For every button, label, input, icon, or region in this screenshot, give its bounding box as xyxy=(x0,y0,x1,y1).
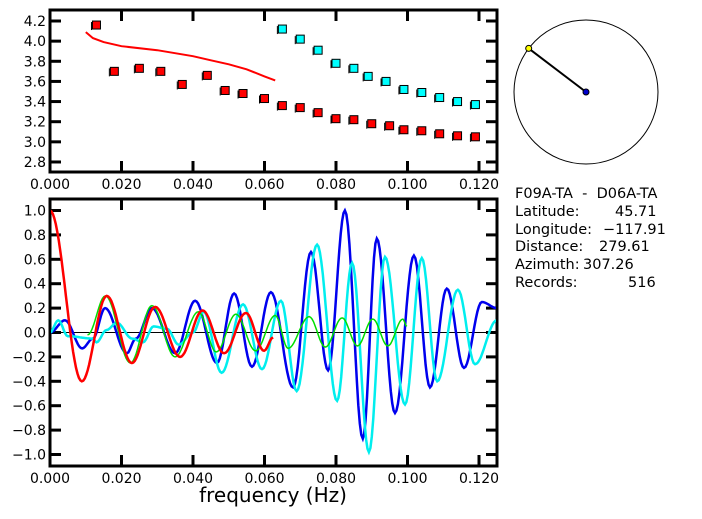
red-measurements-point xyxy=(109,66,119,76)
y-tick-label: 0.0 xyxy=(24,326,46,342)
map-circle xyxy=(513,19,659,165)
red-measurements-point xyxy=(220,85,230,95)
red-model-curve xyxy=(85,31,276,82)
azimuth-label: Azimuth: xyxy=(515,257,580,273)
latitude-value: 45.71 xyxy=(615,204,657,220)
x-tick-label: 0.120 xyxy=(459,177,499,193)
records-label: Records: xyxy=(515,275,578,291)
y-tick-label: 0.8 xyxy=(24,228,46,244)
y-tick-label: 3.4 xyxy=(24,95,46,111)
station-title: F09A-TA - D06A-TA xyxy=(515,186,658,202)
cyan-measurements-point xyxy=(313,45,323,55)
red-measurements-point xyxy=(385,121,395,131)
latitude-label: Latitude: xyxy=(515,204,580,220)
x-tick-label: 0.020 xyxy=(101,177,141,193)
x-tick-label: 0.000 xyxy=(30,471,70,487)
cyan-measurements-point xyxy=(363,71,373,81)
green-series xyxy=(87,295,408,364)
cyan-measurements-point xyxy=(470,100,480,110)
cyan-measurements-point xyxy=(417,87,427,97)
x-tick-label: 0.100 xyxy=(387,177,427,193)
cyan-measurements-point xyxy=(295,34,305,44)
y-tick-label: 2.8 xyxy=(24,155,46,171)
red-measurements-point xyxy=(435,129,445,139)
x-tick-label: 0.080 xyxy=(316,177,356,193)
cyan-measurements-point xyxy=(399,84,409,94)
red-measurements-point xyxy=(277,101,287,111)
x-tick-label: 0.100 xyxy=(387,471,427,487)
records-value: 516 xyxy=(628,275,656,291)
y-tick-label: −0.8 xyxy=(12,423,46,439)
correlation-plot: 0.000 0.020 0.040 0.060 0.080 0.100 0.120 1.0 0.… xyxy=(12,197,499,487)
station-marker xyxy=(525,44,533,52)
path-line xyxy=(528,47,587,93)
center-marker xyxy=(582,88,590,96)
red-measurements-point xyxy=(202,70,212,80)
cyan-measurements-point xyxy=(277,24,287,34)
cyan-measurements-point xyxy=(349,63,359,73)
cyan-measurements-point xyxy=(381,76,391,86)
red-measurements-point xyxy=(295,103,305,113)
red-measurements-point xyxy=(156,66,166,76)
cyan-measurements-point xyxy=(453,97,463,107)
cyan-series xyxy=(51,242,496,456)
red-measurements-point xyxy=(260,94,269,104)
red-measurements-point xyxy=(417,126,427,136)
red-measurements-point xyxy=(349,115,359,125)
red-measurements-point xyxy=(453,131,463,141)
y-tick-label: 0.6 xyxy=(24,252,46,268)
distance-label: Distance: xyxy=(515,239,584,255)
red-measurements-point xyxy=(331,114,341,124)
red-measurements-point xyxy=(470,132,480,142)
red-measurements-point xyxy=(313,108,323,118)
azimuth-map xyxy=(513,19,659,165)
y-tick-label: −0.6 xyxy=(12,399,46,415)
y-tick-label: 3.2 xyxy=(24,115,46,131)
longitude-label: Longitude: xyxy=(515,222,593,238)
red-measurements-point xyxy=(134,63,144,73)
y-tick-label: −0.2 xyxy=(12,350,46,366)
y-tick-label: 4.0 xyxy=(24,34,46,50)
x-tick-label: 0.040 xyxy=(173,177,213,193)
red-measurements-point xyxy=(91,20,101,30)
y-tick-label: 0.4 xyxy=(24,277,46,293)
azimuth-value: 307.26 xyxy=(583,257,634,273)
velocity-plot: 0.000 0.020 0.040 0.060 0.080 0.100 0.120 2.8 3.… xyxy=(24,8,499,193)
cyan-measurements-point xyxy=(435,93,445,103)
x-tick-label: 0.120 xyxy=(459,471,499,487)
red-series xyxy=(51,209,274,383)
x-axis-label: frequency (Hz) xyxy=(199,483,347,507)
x-tick-label: 0.080 xyxy=(316,471,356,487)
red-measurements-point xyxy=(367,119,377,129)
y-tick-label: −1.0 xyxy=(12,448,46,464)
red-measurements-point xyxy=(177,79,187,89)
y-tick-label: 4.2 xyxy=(24,14,46,30)
y-tick-label: 0.2 xyxy=(24,301,46,317)
plot-frame xyxy=(48,8,499,174)
y-tick-label: 3.6 xyxy=(24,74,46,90)
x-tick-label: 0.060 xyxy=(244,471,284,487)
longitude-value: −117.91 xyxy=(603,222,666,238)
x-tick-label: 0.060 xyxy=(244,177,284,193)
red-measurements-point xyxy=(399,125,409,135)
y-tick-label: 3.8 xyxy=(24,54,46,70)
y-tick-label: 1.0 xyxy=(24,204,46,220)
y-tick-label: 3.0 xyxy=(24,135,46,151)
distance-value: 279.61 xyxy=(599,239,650,255)
cyan-measurements-point xyxy=(331,58,341,68)
x-tick-label: 0.000 xyxy=(30,177,70,193)
x-tick-label: 0.020 xyxy=(101,471,141,487)
x-tick-label: 0.040 xyxy=(173,471,213,487)
red-measurements-point xyxy=(238,89,248,99)
y-tick-label: −0.4 xyxy=(12,374,46,390)
